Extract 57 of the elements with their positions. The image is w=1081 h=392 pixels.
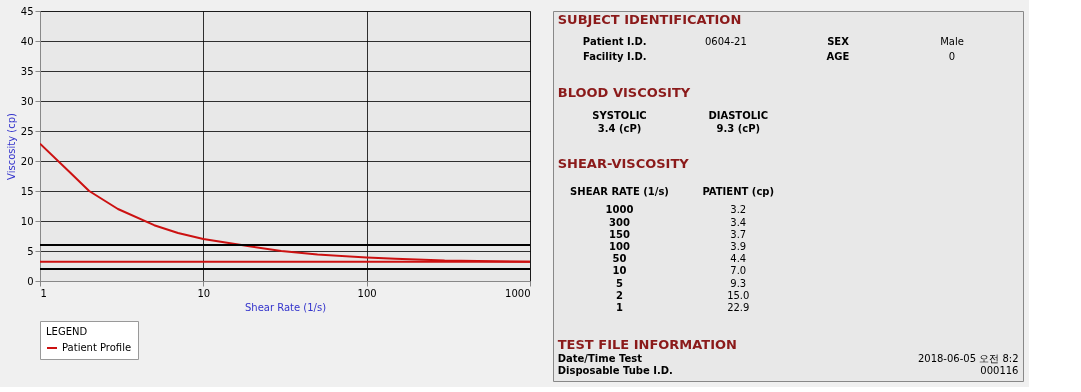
y-tick-label: 40	[20, 35, 34, 47]
text: 9.3 (cP)	[716, 122, 761, 134]
legend-title: LEGEND	[46, 326, 88, 337]
y-tick-label: 0	[27, 275, 34, 287]
text: 10	[612, 265, 627, 277]
y-tick-label: 30	[20, 95, 34, 107]
text: SEX	[827, 36, 850, 48]
text: Date/Time Test	[557, 352, 643, 364]
text: Disposable Tube I.D.	[557, 365, 673, 377]
text: 3.2	[730, 204, 747, 216]
text: SUBJECT IDENTIFICATION	[557, 12, 742, 28]
y-tick-label: 5	[27, 245, 34, 257]
y-tick-label: 20	[20, 155, 34, 167]
text: Male	[940, 36, 964, 48]
text: 3.4 (cP)	[597, 122, 642, 134]
text: 3.9	[730, 240, 747, 252]
text: BLOOD VISCOSITY	[557, 84, 691, 100]
text: AGE	[826, 51, 850, 63]
text: 2018-06-05 오전 8:2	[917, 352, 1019, 364]
text: 100	[609, 240, 630, 252]
text: 2	[616, 289, 624, 301]
text: 7.0	[730, 265, 747, 277]
text: 3.4	[730, 216, 747, 228]
text: 4.4	[730, 253, 747, 265]
y-tick-label: 45	[20, 5, 34, 17]
text: TEST FILE INFORMATION	[557, 336, 737, 352]
text: 15.0	[727, 289, 750, 301]
text: 1000	[605, 204, 634, 216]
y-tick-label: 25	[20, 125, 34, 137]
text: 150	[609, 228, 630, 240]
x-tick-label: 100	[357, 287, 377, 299]
text: 50	[612, 253, 627, 265]
y-axis-title: Viscosity (cp)	[5, 112, 17, 180]
y-tick-label: 10	[20, 215, 34, 227]
text: 22.9	[727, 302, 750, 314]
x-tick-label: 10	[197, 287, 211, 299]
x-tick-label: 1	[40, 287, 47, 299]
legend-label: Patient Profile	[62, 342, 132, 353]
x-tick-label: 1000	[505, 287, 531, 299]
text: 000116	[980, 365, 1019, 377]
text: SYSTOLIC	[592, 110, 647, 122]
text: 5	[616, 277, 624, 289]
text: PATIENT (cp)	[702, 186, 775, 198]
text: Facility I.D.	[582, 51, 647, 63]
text: 3.7	[730, 228, 747, 240]
x-axis-title: Shear Rate (1/s)	[244, 301, 327, 313]
text: DIASTOLIC	[708, 110, 769, 122]
text: SHEAR-VISCOSITY	[557, 156, 690, 172]
text: SHEAR RATE (1/s)	[570, 186, 669, 198]
text: 0	[948, 51, 956, 63]
text: 1	[616, 302, 624, 314]
text: 0604-21	[705, 36, 747, 48]
text: 300	[609, 216, 630, 228]
y-tick-label: 35	[20, 65, 34, 77]
text: 9.3	[730, 277, 747, 289]
text: Patient I.D.	[582, 36, 647, 48]
y-tick-label: 15	[20, 185, 34, 197]
